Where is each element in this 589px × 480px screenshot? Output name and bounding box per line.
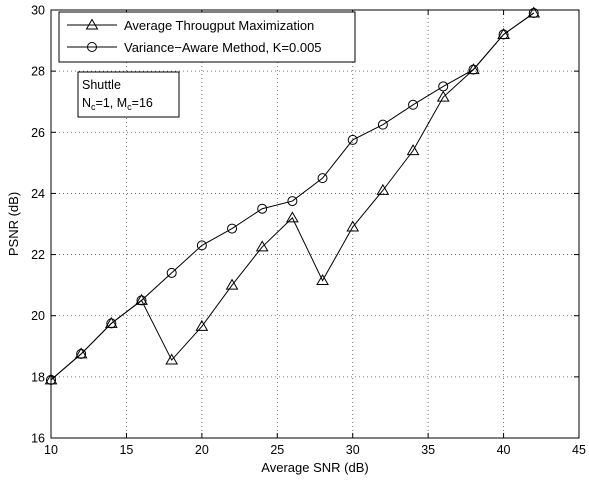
triangle-point bbox=[195, 319, 209, 331]
y-tick-label: 20 bbox=[31, 309, 45, 323]
annotation-box: Shuttle Nc=1, Mc=16 bbox=[77, 71, 180, 118]
legend-triangle-marker bbox=[85, 18, 99, 30]
x-axis-label: Average SNR (dB) bbox=[261, 460, 368, 475]
circle-point bbox=[196, 240, 207, 251]
circle-point bbox=[136, 295, 147, 306]
circle-point bbox=[227, 223, 238, 234]
legend-circle-marker bbox=[87, 42, 97, 52]
triangle-point bbox=[497, 27, 510, 39]
y-tick-label: 22 bbox=[31, 248, 45, 262]
circle-point bbox=[408, 99, 419, 110]
triangle-point bbox=[286, 211, 299, 223]
x-tick-label: 20 bbox=[195, 443, 209, 457]
triangle-point bbox=[406, 144, 420, 156]
y-tick-label: 28 bbox=[31, 65, 45, 79]
y-tick-label: 18 bbox=[31, 370, 45, 384]
x-tick-label: 10 bbox=[44, 443, 58, 457]
circle-point bbox=[498, 29, 509, 40]
circle-point bbox=[377, 119, 388, 130]
x-tick-label: 45 bbox=[572, 443, 586, 457]
grid-lines bbox=[51, 10, 579, 438]
circle-point bbox=[468, 64, 479, 75]
x-tick-label: 15 bbox=[119, 443, 133, 457]
circle-point bbox=[528, 8, 539, 19]
y-tick-label: 16 bbox=[31, 432, 45, 446]
circle-point bbox=[438, 81, 449, 92]
y-axis-label: PSNR (dB) bbox=[6, 192, 21, 256]
triangle-point bbox=[436, 90, 450, 102]
legend-box bbox=[58, 11, 356, 63]
circle-point bbox=[287, 196, 298, 207]
axis-ticks: 10 15 20 25 30 35 40 45 16 18 20 22 24 26 28 30 bbox=[31, 4, 586, 458]
triangle-point bbox=[316, 274, 329, 286]
triangle-point bbox=[104, 316, 118, 328]
x-tick-label: 35 bbox=[421, 443, 435, 457]
circle-point bbox=[317, 173, 328, 184]
triangle-point bbox=[376, 183, 390, 195]
plot-frame bbox=[50, 9, 580, 439]
y-tick-label: 26 bbox=[31, 126, 45, 140]
series-line-2 bbox=[50, 12, 535, 381]
x-tick-label: 30 bbox=[346, 443, 360, 457]
triangle-point bbox=[165, 353, 179, 365]
circle-point bbox=[106, 318, 117, 329]
triangle-point bbox=[225, 278, 239, 290]
annotation-params: Nc=1, Mc=16 bbox=[82, 96, 153, 112]
y-tick-label: 24 bbox=[31, 187, 45, 201]
annotation-frame bbox=[77, 71, 180, 118]
annotation-dataset: Shuttle bbox=[82, 78, 121, 92]
triangle-point bbox=[527, 6, 541, 18]
x-tick-label: 40 bbox=[497, 443, 511, 457]
circle-point bbox=[347, 134, 358, 145]
circle-point bbox=[257, 203, 268, 214]
legend-label-variance: Variance−Aware Method, K=0.005 bbox=[124, 40, 322, 55]
legend: Average Througput Maximization Variance−… bbox=[58, 11, 356, 63]
circle-point bbox=[166, 267, 177, 278]
circle-point bbox=[76, 348, 87, 359]
legend-label-throughput: Average Througput Maximization bbox=[124, 18, 314, 33]
x-tick-label: 25 bbox=[270, 443, 284, 457]
triangle-point bbox=[346, 220, 360, 232]
triangle-point bbox=[255, 240, 269, 252]
y-tick-label: 30 bbox=[31, 4, 45, 18]
